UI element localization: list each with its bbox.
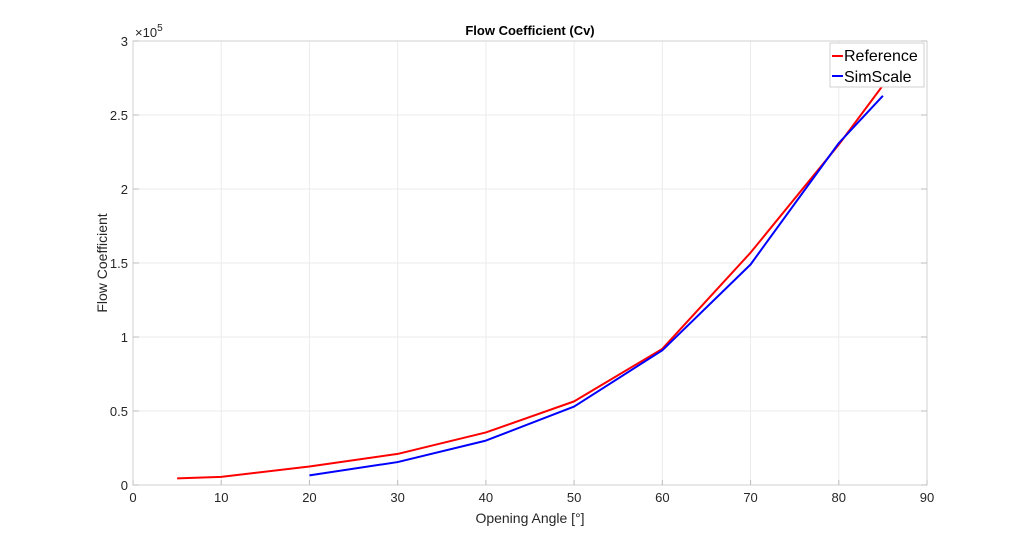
x-tick-label: 50: [567, 490, 581, 505]
x-tick-label: 10: [214, 490, 228, 505]
y-tick-label: 0.5: [110, 404, 128, 419]
x-tick-label: 20: [302, 490, 316, 505]
grid-lines: [132, 40, 928, 486]
x-axis-ticks: 0 10 20 30 40 50 60 70 80 90: [129, 480, 934, 505]
x-tick-label: 0: [129, 490, 136, 505]
x-tick-label: 60: [655, 490, 669, 505]
y-tick-label: 1: [121, 330, 128, 345]
y-axis-ticks: 0 0.5 1 1.5 2 2.5 3: [110, 34, 927, 493]
legend: Reference SimScale: [829, 42, 925, 88]
y-tick-label: 2.5: [110, 108, 128, 123]
series-line-reference: [177, 84, 884, 480]
y-exponent-label: ×105: [135, 23, 163, 40]
legend-item-simscale: SimScale: [844, 69, 912, 86]
chart-title: Flow Coefficient (Cv): [465, 23, 594, 38]
legend-item-reference: Reference: [844, 48, 918, 65]
y-tick-label: 2: [121, 182, 128, 197]
y-tick-label: 3: [121, 34, 128, 49]
x-tick-label: 80: [832, 490, 846, 505]
y-tick-label: 1.5: [110, 256, 128, 271]
legend-box: [829, 42, 925, 88]
x-axis-label: Opening Angle [°]: [475, 510, 584, 526]
x-tick-label: 70: [743, 490, 757, 505]
data-series: [177, 84, 884, 480]
x-tick-label: 90: [920, 490, 934, 505]
y-tick-label: 0: [121, 478, 128, 493]
y-axis-label: Flow Coefficient: [94, 213, 110, 312]
x-tick-label: 40: [479, 490, 493, 505]
series-line-simscale: [309, 95, 884, 477]
x-tick-label: 30: [390, 490, 404, 505]
